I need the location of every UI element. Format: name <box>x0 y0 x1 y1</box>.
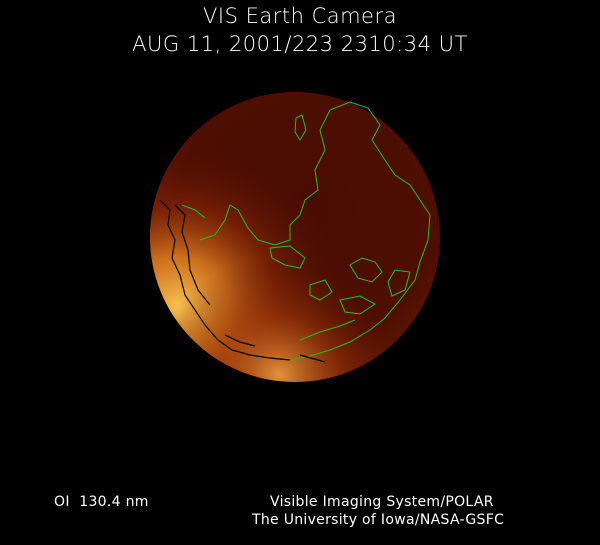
image-timestamp: AUG 11, 2001/223 2310:34 UT <box>132 32 468 56</box>
institution-credit: The University of Iowa/NASA-GSFC <box>252 512 505 528</box>
aurora-glow-south <box>150 92 440 382</box>
instrument-credit: Visible Imaging System/POLAR <box>270 494 494 510</box>
coastlines-green <box>181 101 431 361</box>
image-title: VIS Earth Camera <box>203 4 397 28</box>
coastlines-black <box>159 199 326 363</box>
wavelength-label: OI 130.4 nm <box>54 494 149 510</box>
